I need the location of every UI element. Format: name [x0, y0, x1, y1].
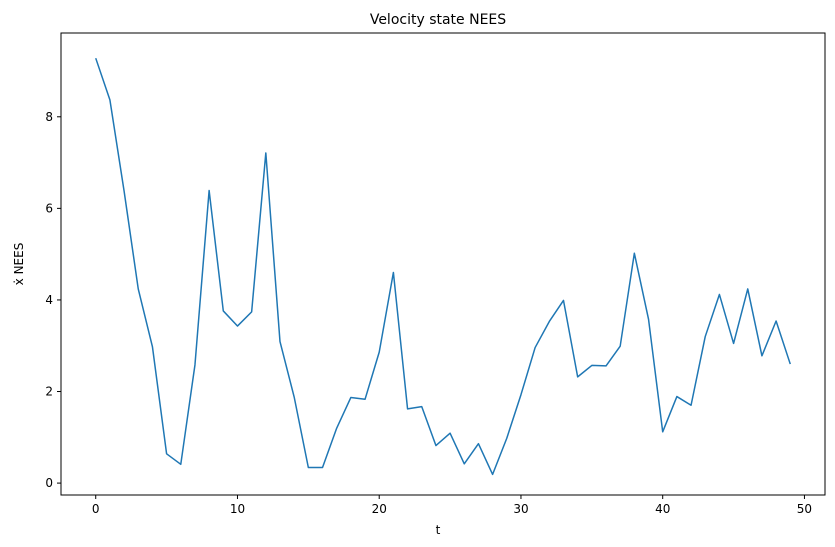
y-tick-label: 6 — [45, 201, 53, 215]
plot-area — [61, 33, 825, 495]
y-tick-label: 2 — [45, 385, 53, 399]
nees-series-line — [95, 57, 791, 476]
plot-frame — [60, 32, 826, 496]
x-tick-label: 20 — [372, 502, 387, 516]
x-tick-label: 40 — [655, 502, 670, 516]
series-layer — [95, 57, 791, 476]
chart-title: Velocity state NEES — [370, 12, 506, 28]
x-axis-label: t — [436, 523, 441, 537]
x-tick-label: 0 — [92, 502, 100, 516]
y-tick-label: 8 — [45, 110, 53, 124]
x-tick-label: 50 — [797, 502, 812, 516]
y-tick-label: 4 — [45, 293, 53, 307]
y-axis-label: ẋ NEES — [12, 243, 26, 286]
x-tick-label: 10 — [230, 502, 245, 516]
x-tick-label: 30 — [513, 502, 528, 516]
y-tick-label: 0 — [45, 476, 53, 490]
axis-ticks: 0 10 20 30 40 50 0 2 4 6 8 — [45, 110, 812, 516]
